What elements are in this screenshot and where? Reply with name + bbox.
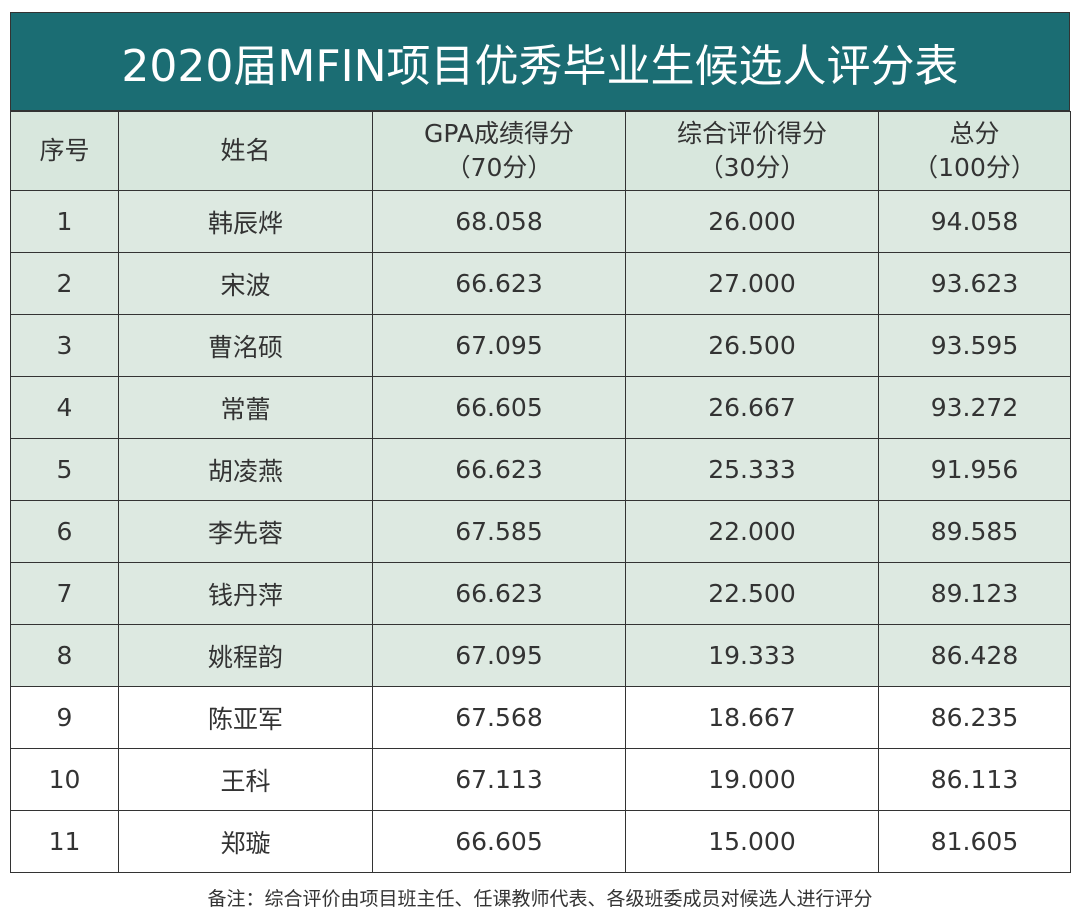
table-cell: 68.058 <box>372 190 626 253</box>
table-row: 2 宋波 66.623 27.000 93.623 <box>10 252 1071 315</box>
table-cell: 66.623 <box>372 252 626 315</box>
table-row: 1 韩辰烨 68.058 26.000 94.058 <box>10 190 1071 253</box>
table-cell: 韩辰烨 <box>118 190 373 253</box>
table-cell: 郑璇 <box>118 810 373 873</box>
table-cell: 19.333 <box>625 624 879 687</box>
table-cell: 66.623 <box>372 438 626 501</box>
table-cell: 25.333 <box>625 438 879 501</box>
table-cell: 18.667 <box>625 686 879 749</box>
header-cell: 姓名 <box>118 111 373 191</box>
table-cell: 常蕾 <box>118 376 373 439</box>
table-cell: 26.500 <box>625 314 879 377</box>
header-cell: 综合评价得分 （30分） <box>625 111 879 191</box>
table-cell: 93.272 <box>878 376 1071 439</box>
header-cell: 序号 <box>10 111 119 191</box>
score-table: 序号 姓名 GPA成绩得分 （70分） 综合评价得分 （30分） 总分 （100分） 1 韩辰烨… <box>10 111 1071 873</box>
table-row: 5 胡凌燕 66.623 25.333 91.956 <box>10 438 1071 501</box>
table-cell: 7 <box>10 562 119 625</box>
table-cell: 10 <box>10 748 119 811</box>
table-cell: 王科 <box>118 748 373 811</box>
header-cell: GPA成绩得分 （70分） <box>372 111 626 191</box>
table-cell: 93.623 <box>878 252 1071 315</box>
header-line: GPA成绩得分 <box>424 119 574 148</box>
table-row: 6 李先蓉 67.585 22.000 89.585 <box>10 500 1071 563</box>
score-table-card: 2020届MFIN项目优秀毕业生候选人评分表 序号 姓名 GPA成绩得分 （70分） 综… <box>10 12 1071 873</box>
table-row: 8 姚程韵 67.095 19.333 86.428 <box>10 624 1071 687</box>
table-cell: 15.000 <box>625 810 879 873</box>
table-cell: 89.123 <box>878 562 1071 625</box>
table-cell: 8 <box>10 624 119 687</box>
table-cell: 67.568 <box>372 686 626 749</box>
table-row: 9 陈亚军 67.568 18.667 86.235 <box>10 686 1071 749</box>
table-row: 11 郑璇 66.605 15.000 81.605 <box>10 810 1071 873</box>
footnote: 备注：综合评价由项目班主任、任课教师代表、各级班委成员对候选人进行评分 <box>207 888 873 910</box>
table-cell: 26.667 <box>625 376 879 439</box>
table-cell: 86.113 <box>878 748 1071 811</box>
table-cell: 27.000 <box>625 252 879 315</box>
table-cell: 曹洺硕 <box>118 314 373 377</box>
table-cell: 67.095 <box>372 624 626 687</box>
table-cell: 11 <box>10 810 119 873</box>
table-cell: 姚程韵 <box>118 624 373 687</box>
header-cell: 总分 （100分） <box>878 111 1071 191</box>
table-cell: 93.595 <box>878 314 1071 377</box>
table-cell: 宋波 <box>118 252 373 315</box>
header-row: 序号 姓名 GPA成绩得分 （70分） 综合评价得分 （30分） 总分 （100分） <box>10 111 1071 191</box>
header-line: 综合评价得分 <box>676 119 827 148</box>
table-cell: 91.956 <box>878 438 1071 501</box>
header-line: （100分） <box>913 153 1036 182</box>
table-cell: 李先蓉 <box>118 500 373 563</box>
table-cell: 67.113 <box>372 748 626 811</box>
table-cell: 66.605 <box>372 810 626 873</box>
table-cell: 9 <box>10 686 119 749</box>
table-row: 3 曹洺硕 67.095 26.500 93.595 <box>10 314 1071 377</box>
table-cell: 胡凌燕 <box>118 438 373 501</box>
table-cell: 66.623 <box>372 562 626 625</box>
header-line: （30分） <box>698 153 806 182</box>
header-line: 序号 <box>39 136 90 165</box>
table-row: 10 王科 67.113 19.000 86.113 <box>10 748 1071 811</box>
table-cell: 94.058 <box>878 190 1071 253</box>
header-line: 总分 <box>949 119 1000 148</box>
table-cell: 陈亚军 <box>118 686 373 749</box>
table-cell: 86.235 <box>878 686 1071 749</box>
table-cell: 22.000 <box>625 500 879 563</box>
table-cell: 钱丹萍 <box>118 562 373 625</box>
table-cell: 67.095 <box>372 314 626 377</box>
table-cell: 4 <box>10 376 119 439</box>
table-cell: 3 <box>10 314 119 377</box>
table-cell: 66.605 <box>372 376 626 439</box>
table-cell: 19.000 <box>625 748 879 811</box>
table-row: 7 钱丹萍 66.623 22.500 89.123 <box>10 562 1071 625</box>
table-cell: 67.585 <box>372 500 626 563</box>
table-cell: 2 <box>10 252 119 315</box>
table-cell: 86.428 <box>878 624 1071 687</box>
header-line: 姓名 <box>220 136 271 165</box>
table-cell: 1 <box>10 190 119 253</box>
table-title: 2020届MFIN项目优秀毕业生候选人评分表 <box>10 12 1070 111</box>
table-cell: 22.500 <box>625 562 879 625</box>
header-line: （70分） <box>445 153 553 182</box>
table-cell: 5 <box>10 438 119 501</box>
table-row: 4 常蕾 66.605 26.667 93.272 <box>10 376 1071 439</box>
table-cell: 26.000 <box>625 190 879 253</box>
table-cell: 6 <box>10 500 119 563</box>
table-cell: 89.585 <box>878 500 1071 563</box>
table-body: 1 韩辰烨 68.058 26.000 94.058 2 宋波 66.623 27.000 93.… <box>10 190 1071 873</box>
table-cell: 81.605 <box>878 810 1071 873</box>
